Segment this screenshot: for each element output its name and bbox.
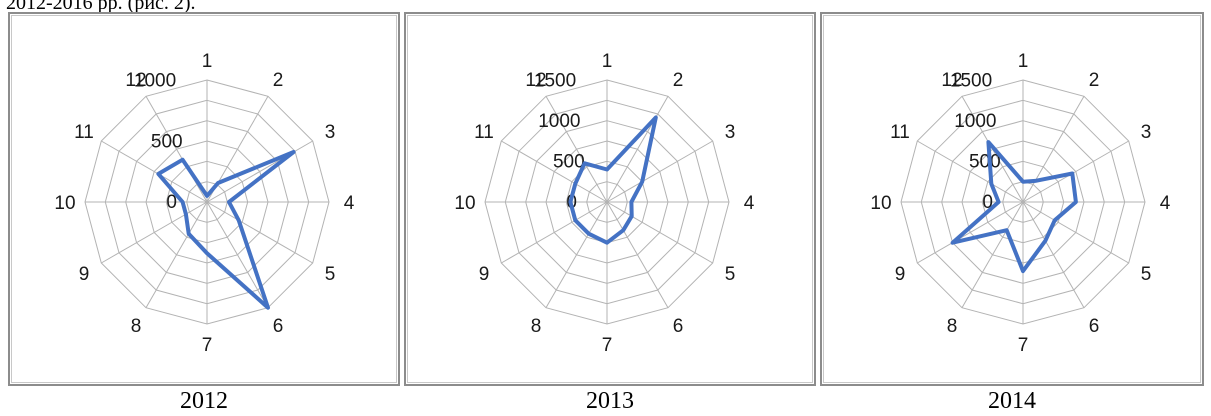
category-label: 8 xyxy=(947,316,958,337)
category-label: 5 xyxy=(725,264,736,285)
radial-tick-label: 1000 xyxy=(538,111,580,132)
spoke-line xyxy=(545,96,608,203)
category-label: 4 xyxy=(744,193,755,214)
category-label: 6 xyxy=(673,316,684,337)
chart-title-2012: 2012 xyxy=(180,388,228,414)
spoke-line xyxy=(606,140,713,203)
spoke-line xyxy=(206,201,313,264)
series-line xyxy=(950,140,1078,274)
category-label: 8 xyxy=(531,316,542,337)
series-line xyxy=(568,115,658,245)
category-label: 12 xyxy=(525,70,546,91)
radial-tick-label: 1000 xyxy=(954,111,996,132)
category-label: 3 xyxy=(725,122,736,143)
spoke-line xyxy=(917,201,1024,264)
category-label: 12 xyxy=(941,70,962,91)
category-label: 7 xyxy=(602,335,613,356)
category-label: 3 xyxy=(1141,122,1152,143)
category-label: 10 xyxy=(870,193,891,214)
category-label: 5 xyxy=(1141,264,1152,285)
chart-title-2013: 2013 xyxy=(586,388,634,414)
spoke-line xyxy=(917,140,1024,203)
category-label: 11 xyxy=(74,122,94,143)
radial-tick-label: 500 xyxy=(969,152,1001,173)
category-label: 4 xyxy=(1160,193,1171,214)
figure-caption: 2012-2016 pp. (рис. 2). xyxy=(6,0,196,14)
spoke-line xyxy=(145,201,208,308)
category-label: 11 xyxy=(890,122,910,143)
spoke-line xyxy=(1022,201,1129,264)
category-label: 2 xyxy=(673,70,684,91)
category-label: 5 xyxy=(325,264,336,285)
category-label: 4 xyxy=(344,193,355,214)
category-label: 12 xyxy=(125,70,146,91)
spoke-line xyxy=(101,201,208,264)
spoke-line xyxy=(101,140,208,203)
category-label: 7 xyxy=(1018,335,1029,356)
spoke-line xyxy=(1022,96,1085,203)
radial-tick-label: 1500 xyxy=(950,71,992,92)
category-label: 9 xyxy=(895,264,906,285)
radial-tick-label: 0 xyxy=(982,192,993,213)
radial-tick-label: 0 xyxy=(166,192,177,213)
spoke-line xyxy=(606,201,713,264)
category-label: 7 xyxy=(202,335,213,356)
spoke-line xyxy=(1022,201,1085,308)
spoke-line xyxy=(206,201,269,308)
radial-tick-label: 1000 xyxy=(134,71,176,92)
category-label: 6 xyxy=(1089,316,1100,337)
spoke-line xyxy=(961,201,1024,308)
series-line xyxy=(156,150,296,310)
spoke-line xyxy=(606,96,669,203)
spoke-line xyxy=(606,201,669,308)
spoke-line xyxy=(501,140,608,203)
spoke-line xyxy=(545,201,608,308)
category-label: 1 xyxy=(202,51,213,72)
radial-tick-label: 500 xyxy=(151,131,183,152)
category-label: 6 xyxy=(273,316,284,337)
category-label: 2 xyxy=(1089,70,1100,91)
category-label: 11 xyxy=(474,122,494,143)
category-label: 9 xyxy=(79,264,90,285)
radar-panel-2012: 1 2 3 4 5 6 7 8 9 10 11 12 0 500 1000 xyxy=(8,12,400,386)
category-label: 9 xyxy=(479,264,490,285)
chart-title-2014: 2014 xyxy=(988,388,1036,414)
category-label: 1 xyxy=(602,51,613,72)
category-label: 10 xyxy=(454,193,475,214)
category-label: 8 xyxy=(131,316,142,337)
spoke-line xyxy=(1022,140,1129,203)
category-label: 1 xyxy=(1018,51,1029,72)
spoke-line xyxy=(501,201,608,264)
category-label: 2 xyxy=(273,70,284,91)
category-label: 10 xyxy=(54,193,75,214)
category-label: 3 xyxy=(325,122,336,143)
radar-panel-2013: 1 2 3 4 5 6 7 8 9 10 11 12 0 500 1000 1500 xyxy=(404,12,816,386)
spoke-line xyxy=(206,140,313,203)
radial-tick-label: 1500 xyxy=(534,71,576,92)
radial-tick-label: 500 xyxy=(553,152,585,173)
radar-panel-2014: 1 2 3 4 5 6 7 8 9 10 11 12 0 500 1000 1500 xyxy=(820,12,1204,386)
